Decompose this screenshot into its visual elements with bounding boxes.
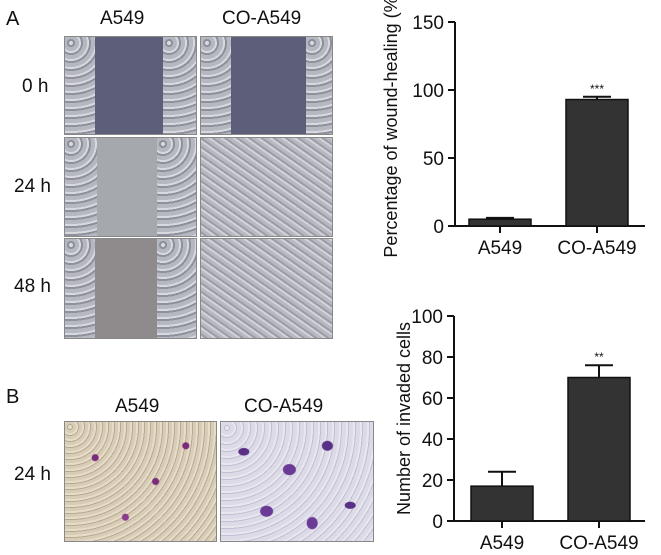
panel-a-letter: A (6, 8, 20, 30)
panel-b-col-label-co-a549: CO-A549 (244, 396, 324, 417)
y-axis-label: Percentage of wound-healing (%) (381, 0, 401, 258)
y-tick-label: 40 (422, 430, 443, 451)
y-tick-label: 20 (422, 471, 443, 492)
micrograph-a549-0h (64, 36, 197, 135)
y-tick-label: 80 (422, 348, 443, 369)
wound-healing-bar-chart: 0 50 100 150 Percentage of wound-healing (%)… (381, 0, 645, 259)
bar (470, 485, 534, 522)
y-tick-label: 0 (432, 512, 443, 533)
y-axis-label: Number of invaded cells (394, 322, 414, 515)
panel-a-col-label-co-a549: CO-A549 (222, 8, 302, 29)
y-tick-label: 50 (423, 149, 444, 170)
panel-b-row-label-24h: 24 h (14, 464, 51, 485)
panel-a-row-label-48h: 48 h (14, 276, 51, 297)
x-tick-label: CO-A549 (559, 533, 638, 554)
panel-a-row-label-0h: 0 h (22, 76, 49, 97)
micrograph-a549-24h (64, 137, 197, 237)
bar (468, 218, 532, 227)
y-tick-label: 100 (411, 307, 443, 328)
micrograph-co-a549-24h (200, 137, 333, 237)
panel-b-col-label-a549: A549 (115, 396, 160, 417)
x-tick-label: CO-A549 (557, 238, 636, 259)
significance-mark: ** (594, 350, 604, 364)
panel-b-letter: B (6, 386, 20, 408)
bar (565, 98, 629, 227)
panel-a-col-label-a549: A549 (100, 8, 145, 29)
significance-mark: *** (590, 82, 604, 96)
bar (567, 376, 631, 522)
panel-a-row-label-24h: 24 h (14, 176, 51, 197)
micrograph-transwell-a549 (64, 421, 217, 542)
y-tick-label: 150 (412, 13, 444, 34)
micrograph-co-a549-0h (200, 36, 333, 135)
y-tick-label: 60 (422, 389, 443, 410)
x-tick-label: A549 (478, 238, 522, 259)
micrograph-co-a549-48h (200, 238, 333, 339)
y-tick-label: 0 (433, 217, 444, 238)
y-tick-label: 100 (412, 81, 444, 102)
micrograph-transwell-co-a549 (220, 421, 374, 542)
x-tick-label: A549 (480, 533, 524, 554)
micrograph-a549-48h (64, 238, 197, 339)
